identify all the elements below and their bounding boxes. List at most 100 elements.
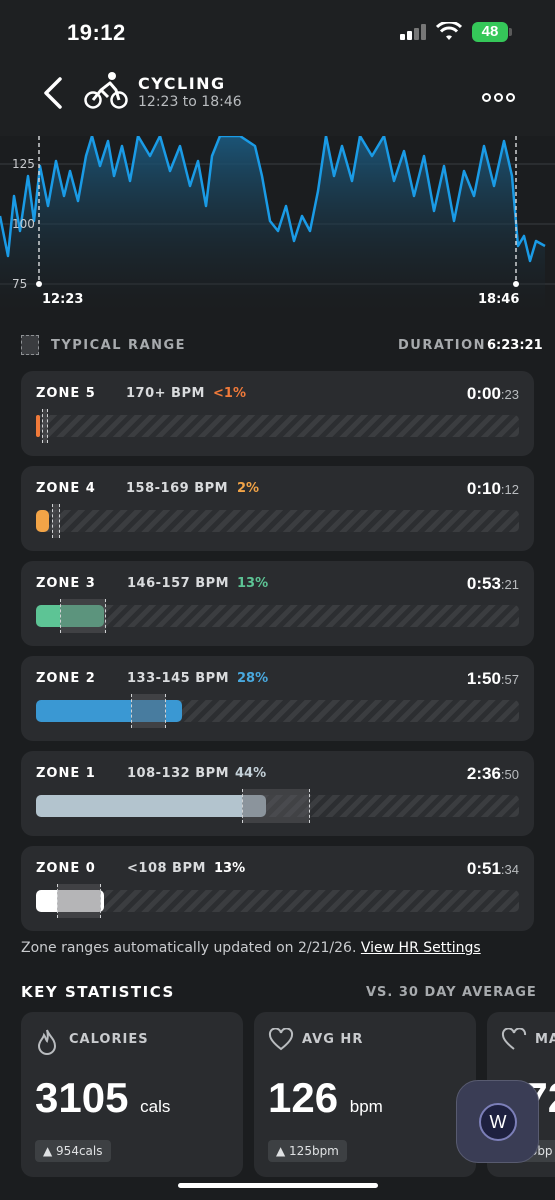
typical-range-label: TYPICAL RANGE [51,338,187,353]
zone-duration-seconds: :57 [500,672,519,687]
zone-name: ZONE 2 [36,671,96,686]
zone-bar-track [36,504,519,538]
zone-name: ZONE 1 [36,766,96,781]
zone-percentage: 13% [237,576,269,591]
zone-bpm-range: 158-169 BPM [126,481,229,496]
zone-duration-seconds: :21 [500,577,519,592]
vs-average-label: VS. 30 DAY AVERAGE [366,985,537,1000]
end-time-label: 18:46 [478,292,520,307]
max-hr-label: MA [535,1032,555,1047]
coach-logo-icon: W [479,1103,517,1141]
zone-card-2[interactable]: ZONE 2 133-145 BPM 28% 1:50:57 [21,656,534,741]
zone-name: ZONE 0 [36,861,96,876]
zone-percentage: 28% [237,671,269,686]
avg-hr-unit: bpm [349,1097,383,1116]
zone-name: ZONE 5 [36,386,96,401]
calories-delta-chip: ▲ 954cals [35,1140,111,1162]
key-statistics-title: KEY STATISTICS [21,983,175,1001]
avg-hr-label: AVG HR [302,1032,364,1047]
zone-card-3[interactable]: ZONE 3 146-157 BPM 13% 0:53:21 [21,561,534,646]
heart-rate-line [0,136,546,263]
heart-rate-chart [0,136,555,311]
whoop-coach-button[interactable]: W [456,1080,539,1163]
calories-delta: 954cals [56,1144,103,1158]
zone-typical-range [57,884,101,918]
start-marker-dot [36,281,42,287]
avg-hr-card[interactable]: AVG HR 126 bpm ▲ 125bpm [254,1012,476,1177]
duration-value: 6:23:21 [487,338,543,353]
zone-bar-track [36,409,519,443]
zone-card-4[interactable]: ZONE 4 158-169 BPM 2% 0:10:12 [21,466,534,551]
start-time-label: 12:23 [42,292,84,307]
zone-typical-range [60,599,106,633]
zone-bar-fill [36,510,49,532]
zone-card-0[interactable]: ZONE 0 <108 BPM 13% 0:51:34 [21,846,534,931]
zone-duration: 0:51:34 [467,859,519,879]
zone-bar-fill [36,890,104,912]
zone-card-1[interactable]: ZONE 1 108-132 BPM 44% 2:36:50 [21,751,534,836]
zone-duration-seconds: :50 [500,767,519,782]
zone-bpm-range: 170+ BPM [126,386,205,401]
y-tick-75: 75 [12,277,28,291]
home-indicator[interactable] [178,1183,378,1188]
zone-update-note: Zone ranges automatically updated on 2/2… [21,940,481,956]
zone-bar-fill [36,795,266,817]
zone-percentage: <1% [213,386,246,401]
zone-bar-fill [36,605,104,627]
cyclist-icon [84,72,128,109]
zone-duration-main: 1:50 [466,669,501,688]
duration-label: DURATION [398,338,487,353]
heart-up-icon [501,1028,527,1050]
zone-bar-track [36,789,519,823]
zone-duration: 2:36:50 [467,764,519,784]
typical-range-swatch [21,335,39,355]
y-tick-125: 125 [12,157,35,171]
zone-duration-main: 0:10 [466,479,501,498]
calories-unit: cals [140,1097,171,1116]
zone-duration: 0:53:21 [467,574,519,594]
zone-duration-seconds: :12 [500,482,519,497]
calories-label: CALORIES [69,1032,149,1047]
zone-bar-track [36,694,519,728]
zone-typical-range [242,789,310,823]
calories-value: 3105 cals [35,1074,170,1122]
activity-title: CYCLING [138,74,226,93]
wifi-icon [436,22,462,40]
zone-typical-range [42,409,48,443]
zone-bar-fill [36,415,40,437]
calories-card[interactable]: CALORIES 3105 cals ▲ 954cals [21,1012,243,1177]
end-marker-dot [513,281,519,287]
avg-hr-number: 126 [268,1074,339,1121]
more-options-icon[interactable] [482,87,518,106]
heart-rate-area [0,136,545,311]
zone-percentage: 13% [214,861,246,876]
zone-bar-track [36,884,519,918]
zone-bpm-range: <108 BPM [127,861,206,876]
avg-hr-delta-chip: ▲ 125bpm [268,1140,347,1162]
view-hr-settings-link[interactable]: View HR Settings [360,940,481,956]
zone-bpm-range: 108-132 BPM [127,766,230,781]
zone-bar-track [36,599,519,633]
zone-typical-range [131,694,166,728]
avg-hr-delta: 125bpm [289,1144,339,1158]
back-chevron-icon[interactable] [40,76,68,110]
header-bar [0,0,555,136]
zone-percentage: 44% [235,766,267,781]
zone-percentage: 2% [237,481,260,496]
zone-duration-main: 0:00 [466,384,501,403]
zone-name: ZONE 4 [36,481,96,496]
zone-duration: 0:10:12 [467,479,519,499]
zone-bpm-range: 133-145 BPM [127,671,230,686]
zone-duration-main: 2:36 [466,764,501,783]
zone-typical-range [52,504,60,538]
zone-duration: 0:00:23 [467,384,519,404]
zone-bar-fill [36,700,183,722]
zone-duration: 1:50:57 [467,669,519,689]
zone-card-5[interactable]: ZONE 5 170+ BPM <1% 0:00:23 [21,371,534,456]
calories-number: 3105 [35,1074,129,1121]
avg-hr-value: 126 bpm [268,1074,383,1122]
zone-duration-seconds: :34 [500,862,519,877]
zone-name: ZONE 3 [36,576,96,591]
zone-update-text: Zone ranges automatically updated on 2/2… [21,940,357,956]
activity-time-range: 12:23 to 18:46 [138,94,242,110]
